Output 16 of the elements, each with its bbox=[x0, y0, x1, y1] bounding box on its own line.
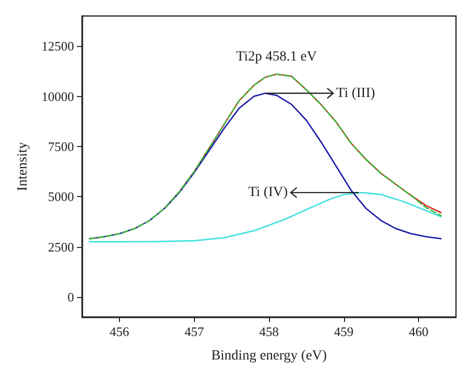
y-tick-label: 5000 bbox=[48, 189, 74, 204]
x-tick-label: 456 bbox=[110, 324, 130, 339]
y-tick-label: 7500 bbox=[48, 138, 74, 154]
x-tick-label: 458 bbox=[259, 324, 279, 339]
annotation: Ti2p 458.1 eV bbox=[236, 50, 317, 65]
y-tick-label: 10000 bbox=[42, 88, 74, 104]
y-tick-label: 0 bbox=[68, 289, 74, 304]
y-tick-label: 12500 bbox=[42, 38, 74, 54]
x-tick-label: 459 bbox=[334, 324, 354, 339]
y-tick-label: 2500 bbox=[48, 239, 74, 254]
x-axis-title: Binding energy (eV) bbox=[211, 348, 328, 364]
y-axis-title: Intensity bbox=[16, 142, 30, 191]
x-tick-label: 460 bbox=[408, 324, 428, 339]
annotation: Ti (IV) bbox=[248, 185, 288, 200]
x-tick-label: 457 bbox=[184, 324, 204, 339]
annotation: Ti (III) bbox=[336, 86, 376, 101]
